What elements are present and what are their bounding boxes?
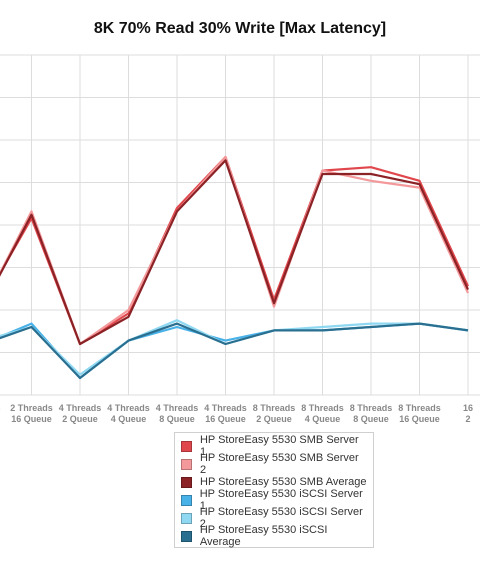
x-tick-label: 2 Threads 16 Queue [10,403,53,424]
legend-swatch [181,512,192,524]
legend-label: HP StoreEasy 5530 SMB Server 2 [199,452,359,476]
x-tick-label: 8 Threads 8 Queue [350,403,393,424]
series-lines [0,155,469,380]
legend-swatch [181,440,192,452]
gridlines [0,54,480,396]
legend-item: HP StoreEasy 5530 iSCSI Server 2 [181,506,367,530]
x-tick-label: 8 Threads 2 Queue [253,403,296,424]
legend-item: HP StoreEasy 5530 SMB Server 1 [181,434,367,458]
x-tick-label: 4 Threads 8 Queue [156,403,199,424]
series-line [0,159,469,346]
legend-swatch [181,476,192,488]
legend-item: HP StoreEasy 5530 SMB Average [181,473,367,491]
legend-item: HP StoreEasy 5530 iSCSI Average [181,524,367,548]
x-tick-label: 8 Threads 4 Queue [301,403,344,424]
legend-item: HP StoreEasy 5530 SMB Server 2 [181,452,367,476]
legend-label: HP StoreEasy 5530 iSCSI Server 1 [199,488,363,512]
legend: HP StoreEasy 5530 SMB Server 1 HP StoreEa… [174,432,374,548]
legend-item: HP StoreEasy 5530 iSCSI Server 1 [181,488,367,512]
x-tick-label: 4 Threads 4 Queue [107,403,150,424]
x-tick-label: 8 Threads 16 Queue [398,403,441,424]
series-line [0,322,469,380]
x-tick-label: ThreadsQueue [0,403,1,424]
chart-title: 8K 70% Read 30% Write [Max Latency] [93,20,387,37]
series-line [0,322,469,380]
legend-swatch [181,494,192,506]
x-tick-label: 4 Threads 2 Queue [59,403,102,424]
legend-label: HP StoreEasy 5530 SMB Average [200,476,367,488]
legend-swatch [181,530,192,542]
x-tick-label: 4 Threads 16 Queue [204,403,247,424]
legend-label: HP StoreEasy 5530 iSCSI Server 2 [199,506,363,530]
legend-label: HP StoreEasy 5530 iSCSI Average [199,524,328,548]
legend-swatch [181,458,192,470]
legend-label: HP StoreEasy 5530 SMB Server 1 [199,434,359,458]
x-tick-label: 16 2 [463,403,473,424]
